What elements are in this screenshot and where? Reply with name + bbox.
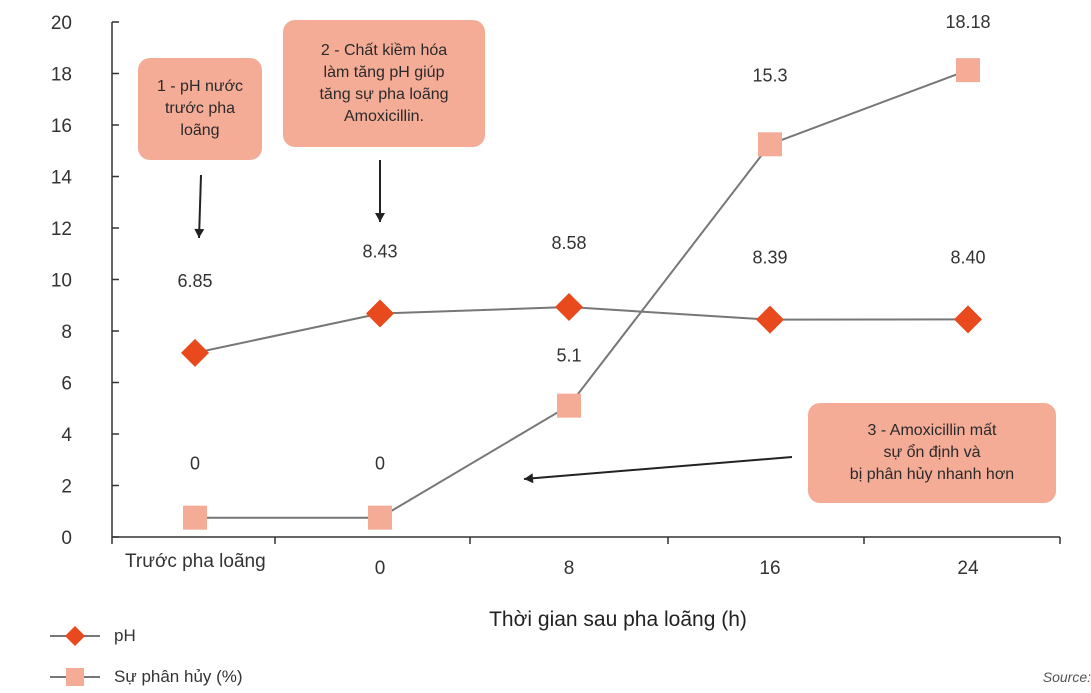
chart-markers (181, 58, 982, 530)
ph-data-label: 8.39 (752, 248, 787, 268)
degradation-data-label: 5.1 (556, 346, 581, 366)
legend-item-ph: pH (50, 624, 136, 648)
y-tick-label: 2 (61, 477, 72, 498)
y-tick-label: 12 (51, 219, 72, 240)
ph-point (181, 338, 209, 367)
y-tick-label: 6 (61, 374, 72, 395)
degradation-data-label: 15.3 (752, 65, 787, 85)
x-tick-label: 8 (564, 558, 575, 579)
degradation-point (183, 505, 207, 530)
degradation-point (758, 132, 782, 157)
ph-data-label: 6.85 (177, 271, 212, 291)
y-tick-label: 14 (51, 168, 73, 189)
legend-square-icon (50, 668, 100, 686)
annotation-1-arrow (198, 174, 202, 239)
y-tick-label: 8 (61, 322, 72, 343)
y-tick-label: 18 (51, 65, 72, 86)
x-tick-label: Trước pha loãng (125, 551, 266, 572)
degradation-point (368, 505, 392, 530)
annotation-2-arrow-head (375, 213, 385, 222)
x-tick-label: 16 (759, 558, 780, 579)
degradation-point (557, 393, 581, 418)
x-axis-title: Thời gian sau pha loãng (h) (489, 608, 747, 631)
annotation-3-arrow (523, 456, 793, 480)
y-tick-label: 20 (51, 13, 72, 34)
degradation-data-label: 0 (375, 454, 385, 474)
annotation-1: 1 - pH nước trước pha loãng (138, 58, 262, 160)
ph-data-label: 8.58 (551, 233, 586, 253)
legend-item-degradation: Sự phân hủy (%) (50, 665, 243, 689)
legend-label-degradation: Sự phân hủy (%) (114, 667, 243, 686)
annotation-3-arrow-head (524, 473, 534, 484)
ph-point (366, 299, 394, 328)
ph-data-label: 8.43 (362, 241, 397, 261)
degradation-data-label: 18.18 (945, 12, 990, 32)
annotation-3: 3 - Amoxicillin mất sự ổn định và bị phâ… (808, 403, 1056, 503)
ph-data-label: 8.40 (950, 247, 985, 267)
source-note: Source: (1042, 669, 1091, 685)
legend-label-ph: pH (114, 626, 136, 645)
y-tick-label: 4 (61, 425, 72, 446)
x-tick-label: 0 (375, 558, 386, 579)
x-tick-label: 24 (957, 558, 979, 579)
annotation-arrows (194, 160, 793, 484)
legend-diamond-icon (50, 626, 100, 646)
y-tick-label: 16 (51, 116, 72, 137)
annotation-1-arrow-head (194, 228, 205, 238)
ph-point (555, 293, 583, 322)
degradation-data-label: 0 (190, 454, 200, 474)
y-tick-label: 0 (61, 528, 72, 549)
annotation-2: 2 - Chất kiềm hóa làm tăng pH giúp tăng … (283, 20, 485, 147)
y-tick-label: 10 (51, 271, 72, 292)
degradation-point (956, 58, 980, 83)
ph-point (954, 305, 982, 334)
chart-data-labels: 6.85 8.43 8.58 8.39 8.40 0 0 5.1 15.3 18.18 (177, 12, 990, 474)
ph-point (756, 305, 784, 334)
